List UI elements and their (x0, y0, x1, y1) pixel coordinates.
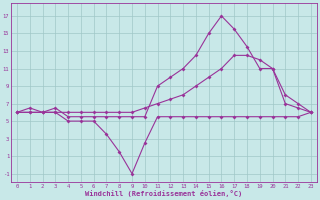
X-axis label: Windchill (Refroidissement éolien,°C): Windchill (Refroidissement éolien,°C) (85, 190, 243, 197)
